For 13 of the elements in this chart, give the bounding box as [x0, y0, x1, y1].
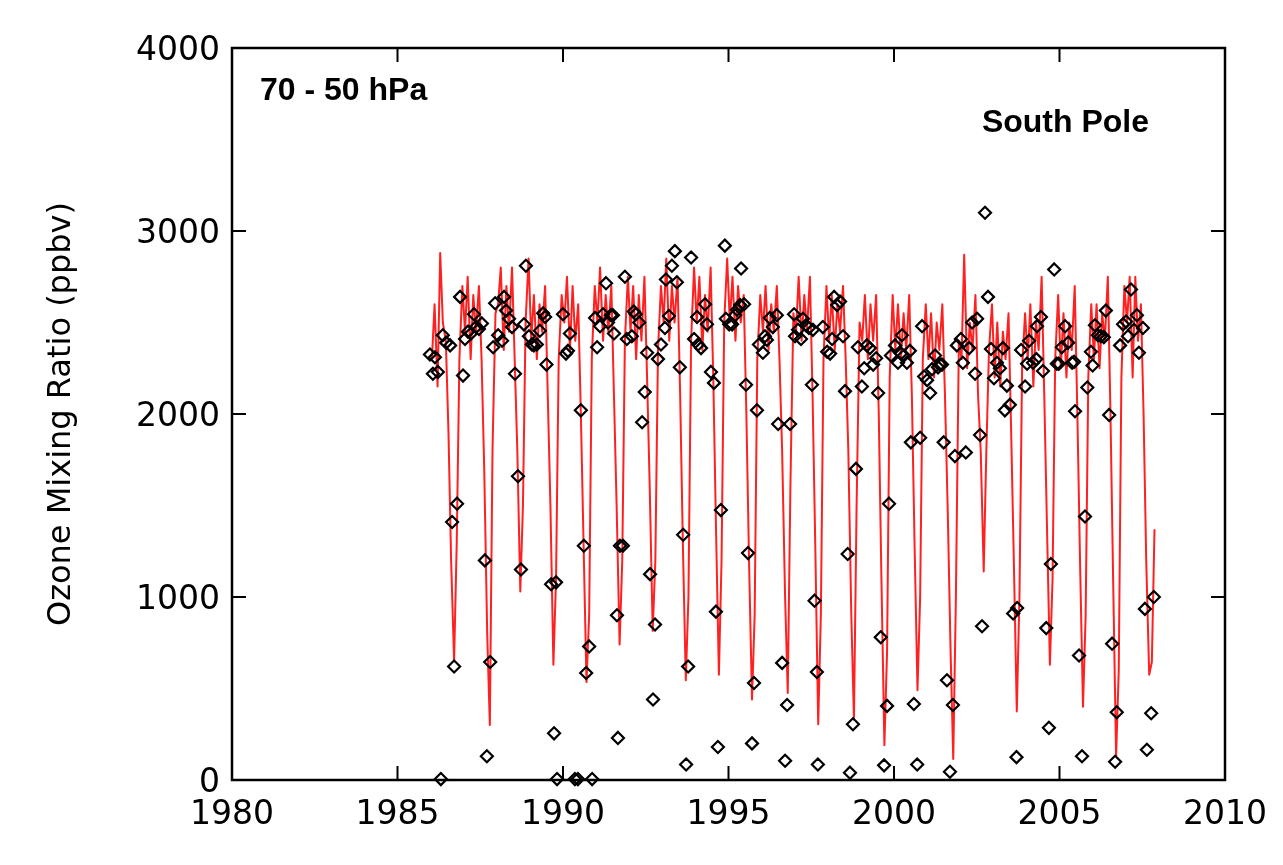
annotation: South Pole [981, 103, 1149, 139]
x-tick-label: 1985 [355, 793, 440, 832]
y-axis-title: Ozone Mixing Ratio (ppbv) [40, 202, 78, 626]
y-tick-label: 1000 [136, 577, 220, 617]
y-tick-label: 4000 [136, 28, 220, 68]
x-tick-label: 2000 [852, 793, 936, 832]
x-tick-label: 2005 [1017, 793, 1102, 832]
y-tick-label: 3000 [136, 211, 220, 251]
annotation: 70 - 50 hPa [260, 71, 428, 107]
y-tick-label: 2000 [136, 394, 220, 434]
x-tick-label: 1990 [521, 793, 605, 832]
x-tick-label: 1995 [686, 793, 771, 832]
x-tick-label: 2010 [1183, 793, 1267, 832]
